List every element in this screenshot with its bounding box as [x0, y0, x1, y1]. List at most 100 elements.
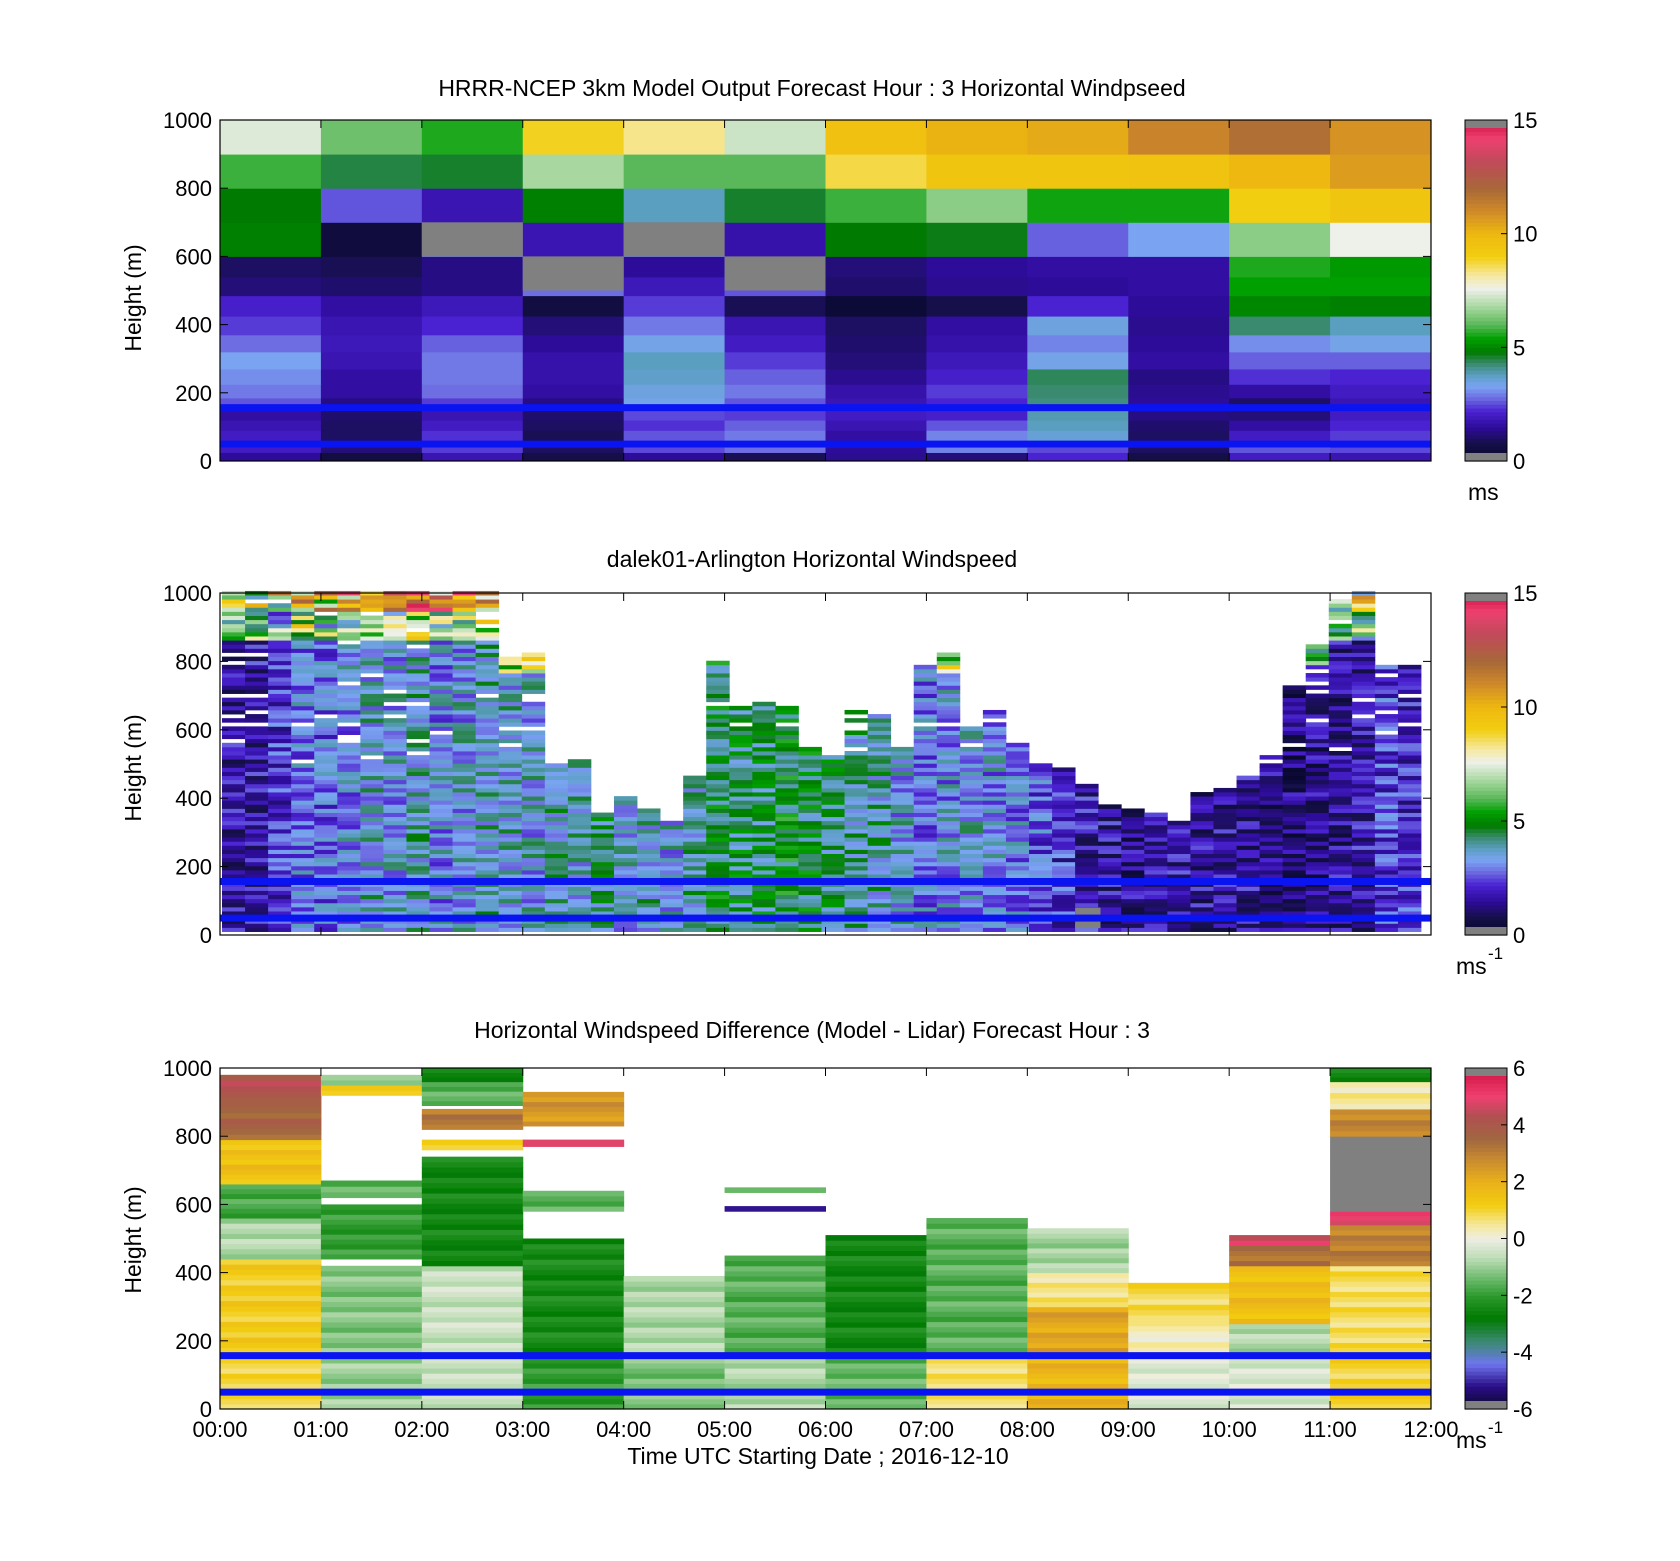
lidar-cell [360, 631, 384, 637]
lidar-cell [1121, 911, 1145, 916]
lidar-cell [752, 751, 776, 756]
lidar-cell [1098, 861, 1122, 867]
difference-cell [623, 1347, 726, 1354]
lidar-cell [844, 792, 869, 797]
lidar-cell [1236, 783, 1260, 789]
lidar-cell [1328, 870, 1353, 875]
lidar-cell [1328, 709, 1353, 715]
difference-cell [220, 1269, 322, 1276]
lidar-cell [452, 894, 477, 900]
lidar-cell [429, 623, 453, 629]
lidar-cell [291, 607, 315, 612]
lidar-cell [590, 853, 615, 859]
difference-cell [1027, 1332, 1129, 1338]
lidar-cell [1259, 800, 1284, 805]
difference-cell [220, 1080, 322, 1087]
lidar-cell [268, 644, 292, 649]
lidar-cell [245, 808, 269, 813]
lidar-cell [959, 874, 984, 879]
heatmap-cell [522, 452, 625, 462]
lidar-cell [1328, 886, 1353, 891]
lidar-cell [475, 820, 500, 826]
difference-cell [1330, 1378, 1432, 1384]
lidar-cell [222, 824, 246, 830]
lidar-cell [1305, 709, 1330, 715]
lidar-cell [360, 746, 384, 752]
heatmap-cell [421, 351, 524, 370]
lidar-cell [1005, 886, 1030, 891]
colorbar-swatch [1465, 756, 1507, 761]
y-tick-label: 600 [175, 244, 212, 269]
lidar-cell [475, 640, 500, 645]
lidar-cell [660, 828, 684, 834]
lidar-cell [913, 833, 938, 838]
lidar-cell [1075, 808, 1099, 813]
difference-cell [926, 1311, 1028, 1317]
lidar-cell [867, 857, 892, 863]
lidar-cell [959, 738, 984, 744]
lidar-cell [1351, 636, 1376, 641]
lidar-cell [245, 898, 269, 904]
lidar-cell [521, 898, 546, 904]
lidar-cell [567, 890, 592, 896]
lidar-cell [982, 849, 1007, 855]
difference-cell [1330, 1166, 1432, 1172]
lidar-cell [660, 849, 684, 855]
lidar-cell [706, 812, 730, 818]
lidar-cell [729, 718, 753, 723]
lidar-cell [291, 697, 315, 703]
lidar-cell [291, 660, 315, 666]
lidar-cell [222, 681, 246, 686]
lidar-cell [222, 902, 246, 908]
difference-cell [1027, 1403, 1129, 1410]
lidar-cell [1167, 861, 1191, 867]
lidar-cell [1213, 849, 1237, 855]
difference-cell [724, 1187, 826, 1193]
heatmap-cell [320, 154, 423, 189]
lidar-cell [1328, 861, 1353, 867]
lidar-cell [1328, 631, 1353, 637]
lidar-cell [268, 742, 292, 748]
difference-cell [1330, 1291, 1432, 1297]
lidar-cell [1282, 865, 1307, 871]
lidar-cell [521, 808, 546, 813]
colorbar-swatch [1465, 805, 1507, 811]
lidar-cell [245, 681, 269, 686]
lidar-cell [1075, 812, 1099, 818]
difference-cell [421, 1108, 524, 1115]
heatmap-cell-missing [724, 256, 826, 291]
lidar-cell [1328, 783, 1353, 789]
lidar-cell [1052, 870, 1076, 875]
heatmap-cell [1229, 384, 1331, 399]
difference-cell [522, 1106, 625, 1112]
lidar-cell [798, 751, 822, 756]
lidar-cell [337, 812, 361, 818]
lidar-cell [1305, 828, 1330, 834]
lidar-cell [1259, 812, 1284, 818]
lidar-cell [429, 611, 453, 616]
lidar-cell [1052, 775, 1076, 781]
lidar-cell [452, 619, 477, 625]
lidar-cell [222, 898, 246, 904]
lidar-cell [475, 685, 500, 690]
lidar-cell [1236, 796, 1260, 801]
difference-cell [421, 1296, 524, 1303]
lidar-cell [222, 783, 246, 789]
colorbar-swatch [1465, 1329, 1507, 1334]
lidar-cell [913, 890, 938, 896]
lidar-cell [590, 911, 615, 916]
heatmap-cell [1229, 120, 1331, 155]
colorbar-swatch [1465, 309, 1507, 314]
difference-cell [623, 1296, 726, 1303]
panel-difference-title: Horizontal Windspeed Difference (Model -… [474, 1017, 1150, 1043]
lidar-cell [429, 902, 453, 908]
lidar-cell [660, 837, 684, 842]
difference-cell [522, 1264, 625, 1271]
heatmap-cell [623, 316, 726, 336]
difference-cell [320, 1204, 423, 1210]
lidar-cell [314, 607, 338, 612]
lidar-cell [959, 833, 984, 838]
lidar-cell [521, 894, 546, 900]
lidar-cell [752, 775, 776, 781]
lidar-cell [1190, 828, 1214, 834]
